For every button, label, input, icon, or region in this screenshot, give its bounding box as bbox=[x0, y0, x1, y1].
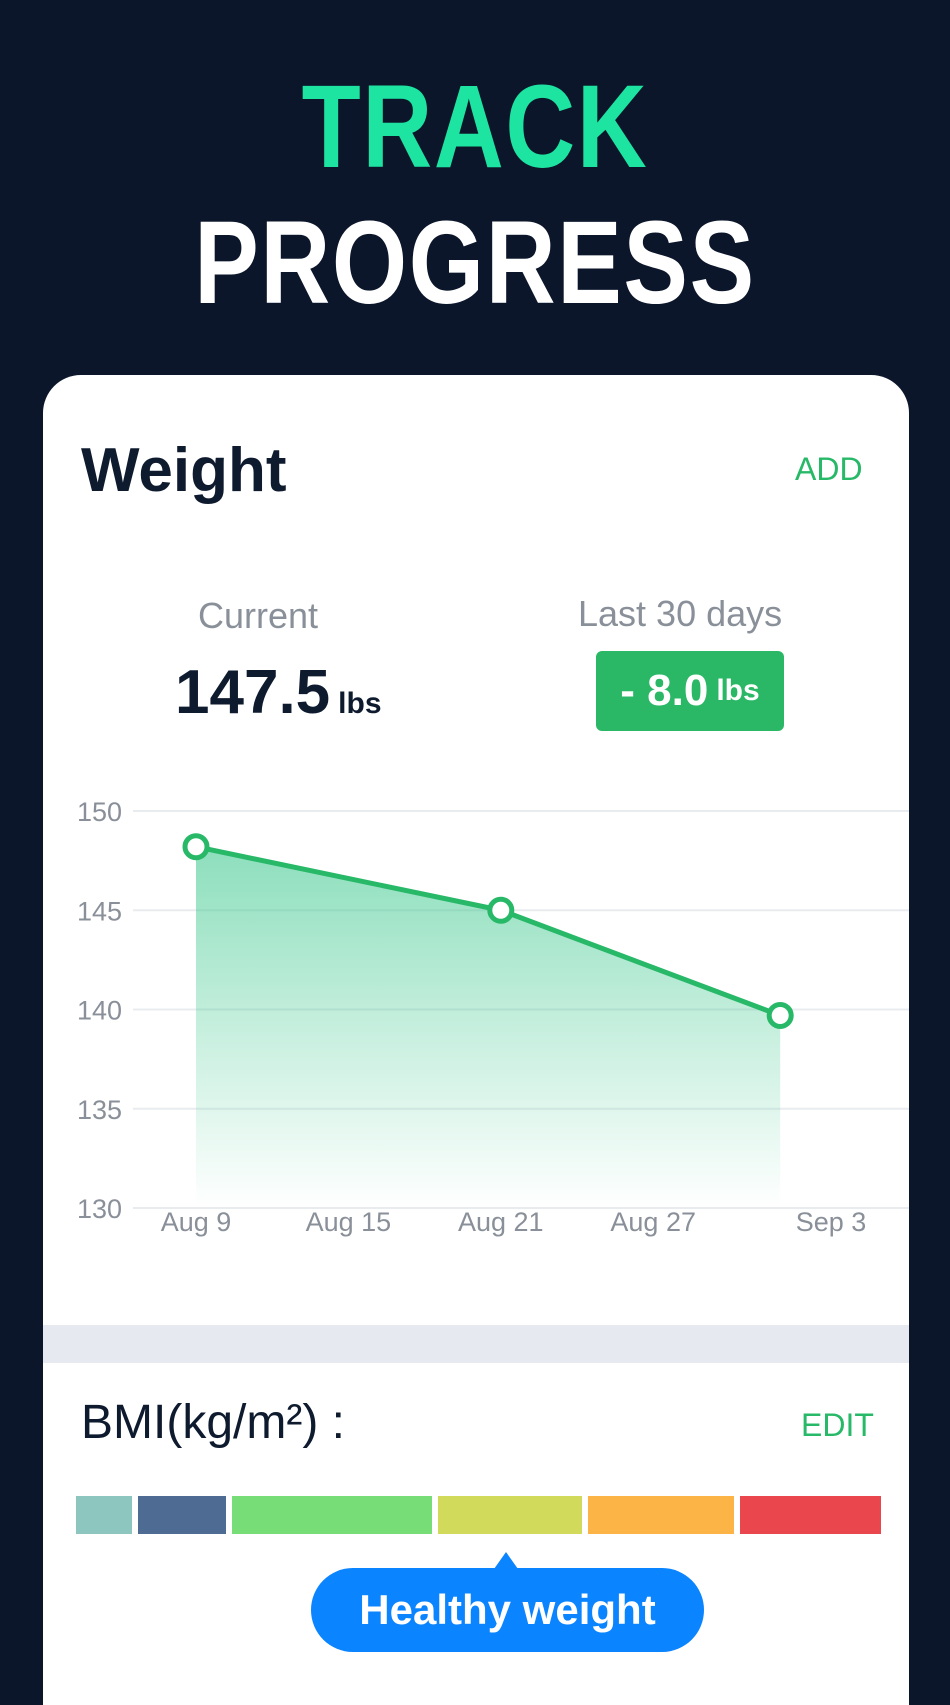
weight-change-badge: - 8.0 lbs bbox=[596, 651, 784, 731]
bmi-scale-segment bbox=[438, 1496, 582, 1534]
y-tick-label: 135 bbox=[77, 1095, 122, 1125]
bmi-title: BMI(kg/m²) : bbox=[81, 1396, 345, 1449]
bmi-scale bbox=[76, 1496, 881, 1534]
bmi-status-bubble: Healthy weight bbox=[311, 1568, 704, 1652]
weight-change-unit: lbs bbox=[716, 674, 760, 707]
headline-progress: PROGRESS bbox=[194, 197, 756, 329]
bmi-scale-segment bbox=[232, 1496, 432, 1534]
weight-data-point bbox=[487, 896, 515, 924]
x-tick-label: Aug 21 bbox=[458, 1207, 544, 1237]
weight-change-value: - 8.0 bbox=[620, 666, 709, 715]
y-tick-label: 145 bbox=[77, 896, 122, 926]
add-weight-button[interactable]: ADD bbox=[795, 451, 863, 487]
edit-bmi-button[interactable]: EDIT bbox=[801, 1407, 874, 1443]
current-label: Current bbox=[198, 595, 319, 636]
y-tick-label: 150 bbox=[77, 797, 122, 827]
current-weight: 147.5 lbs bbox=[175, 657, 382, 728]
chart-area-fill bbox=[196, 846, 781, 1208]
x-tick-label: Aug 15 bbox=[306, 1207, 392, 1237]
section-divider bbox=[43, 1325, 909, 1363]
current-weight-value: 147.5 bbox=[175, 658, 331, 727]
x-tick-label: Sep 3 bbox=[796, 1207, 867, 1237]
weight-data-point bbox=[766, 1001, 794, 1029]
x-tick-label: Aug 9 bbox=[161, 1207, 232, 1237]
weight-chart: 150 145 140 135 130 Aug 9 Aug 15 Aug 21 Aug 27 S… bbox=[77, 797, 909, 1237]
headline-track: TRACK bbox=[301, 61, 649, 193]
bmi-scale-segment bbox=[740, 1496, 881, 1534]
bmi-scale-segment bbox=[138, 1496, 226, 1534]
bmi-scale-segment bbox=[76, 1496, 132, 1534]
y-tick-label: 140 bbox=[77, 996, 122, 1026]
x-tick-label: Aug 27 bbox=[610, 1207, 696, 1237]
bmi-scale-segment bbox=[588, 1496, 734, 1534]
weight-data-point bbox=[182, 833, 210, 861]
y-tick-label: 130 bbox=[77, 1194, 122, 1224]
period-label: Last 30 days bbox=[578, 593, 783, 634]
weight-title: Weight bbox=[81, 436, 287, 505]
weight-card: Weight ADD Current 147.5 lbs Last 30 days… bbox=[43, 375, 909, 1705]
current-weight-unit: lbs bbox=[338, 687, 382, 720]
bmi-indicator-pointer bbox=[494, 1552, 518, 1569]
